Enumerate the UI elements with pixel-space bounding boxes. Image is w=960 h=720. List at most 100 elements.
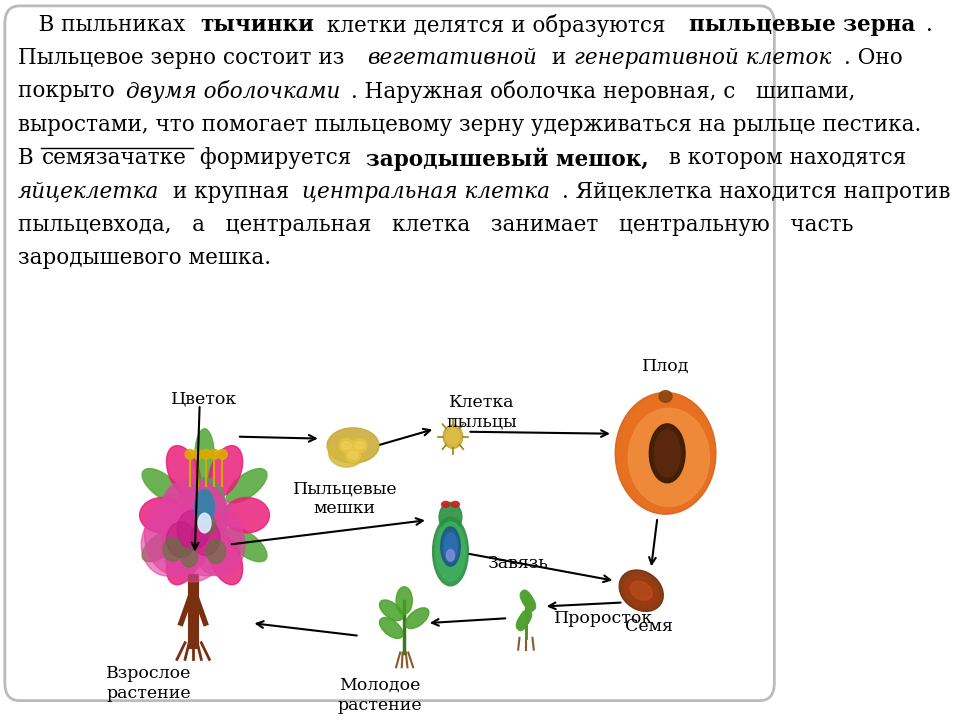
Ellipse shape (517, 609, 531, 631)
Ellipse shape (439, 503, 462, 532)
Circle shape (628, 408, 709, 506)
Ellipse shape (379, 600, 403, 621)
Text: и крупная: и крупная (166, 181, 296, 202)
Ellipse shape (185, 449, 195, 459)
Circle shape (159, 479, 228, 562)
Text: Проросток: Проросток (554, 610, 654, 626)
Text: Пыльцевые
мешки: Пыльцевые мешки (293, 481, 397, 518)
Circle shape (160, 481, 209, 540)
Ellipse shape (142, 528, 182, 562)
Ellipse shape (631, 581, 652, 600)
Circle shape (166, 522, 196, 557)
Ellipse shape (379, 618, 403, 639)
Ellipse shape (181, 478, 228, 552)
Text: центральная клетка: центральная клетка (302, 181, 550, 202)
Text: зародышевый мешок,: зародышевый мешок, (366, 147, 649, 171)
Circle shape (141, 513, 193, 576)
Ellipse shape (446, 549, 454, 562)
Text: Завязь: Завязь (487, 554, 548, 572)
Ellipse shape (209, 449, 219, 459)
Ellipse shape (442, 501, 449, 508)
Circle shape (163, 538, 182, 562)
Circle shape (446, 429, 460, 444)
Text: Пыльцевое зерно состоит из: Пыльцевое зерно состоит из (18, 47, 351, 69)
Text: В пыльниках: В пыльниках (18, 14, 192, 36)
Ellipse shape (218, 449, 228, 459)
Ellipse shape (227, 528, 267, 562)
Text: покрыто: покрыто (18, 81, 122, 102)
Circle shape (206, 540, 226, 563)
Ellipse shape (619, 570, 663, 611)
Text: генеративной клеток: генеративной клеток (574, 47, 831, 69)
Ellipse shape (654, 430, 681, 477)
Ellipse shape (516, 611, 532, 629)
FancyBboxPatch shape (5, 6, 775, 701)
Ellipse shape (142, 469, 182, 503)
Ellipse shape (433, 517, 468, 586)
Text: Цветок: Цветок (172, 390, 238, 408)
Ellipse shape (444, 533, 457, 560)
Ellipse shape (328, 440, 365, 467)
Circle shape (162, 508, 224, 582)
Ellipse shape (198, 513, 211, 533)
Ellipse shape (327, 428, 379, 463)
Text: .: . (925, 14, 932, 36)
Circle shape (193, 513, 245, 576)
Circle shape (191, 520, 220, 555)
Ellipse shape (348, 451, 358, 459)
Circle shape (177, 481, 226, 540)
Text: пыльцевые зерна: пыльцевые зерна (688, 14, 915, 36)
Ellipse shape (195, 429, 214, 484)
Circle shape (618, 397, 712, 510)
Text: . Яйцеклетка находится напротив: . Яйцеклетка находится напротив (562, 181, 950, 202)
Text: . Оно: . Оно (844, 47, 902, 69)
Text: выростами, что помогает пыльцевому зерну удерживаться на рыльце пестика.: выростами, что помогает пыльцевому зерну… (18, 114, 921, 136)
Text: В: В (18, 147, 40, 169)
Ellipse shape (396, 587, 413, 614)
Ellipse shape (166, 446, 201, 496)
Ellipse shape (521, 590, 535, 611)
Text: двумя оболочками: двумя оболочками (127, 81, 341, 104)
Text: Клетка
пыльцы: Клетка пыльцы (446, 394, 516, 431)
Ellipse shape (208, 534, 243, 585)
Ellipse shape (352, 438, 367, 452)
Text: тычинки: тычинки (201, 14, 314, 36)
Ellipse shape (354, 441, 365, 449)
Ellipse shape (342, 441, 351, 449)
Ellipse shape (441, 527, 460, 566)
Ellipse shape (224, 498, 270, 533)
Ellipse shape (208, 446, 243, 496)
Text: Молодое
растение: Молодое растение (338, 677, 422, 714)
Ellipse shape (195, 490, 214, 525)
Circle shape (177, 510, 209, 549)
Ellipse shape (339, 438, 354, 452)
Ellipse shape (624, 575, 659, 606)
Ellipse shape (405, 608, 429, 629)
Ellipse shape (346, 449, 360, 462)
Ellipse shape (227, 469, 267, 503)
Ellipse shape (139, 498, 185, 533)
Circle shape (181, 547, 197, 567)
Text: . Наружная оболочка неровная, с   шипами,: . Наружная оболочка неровная, с шипами, (351, 81, 855, 104)
Ellipse shape (520, 591, 536, 610)
Text: и: и (544, 47, 573, 69)
Ellipse shape (166, 534, 201, 585)
Text: семязачатке: семязачатке (41, 147, 186, 169)
Text: в котором находятся: в котором находятся (662, 147, 906, 169)
Text: Семя: Семя (625, 618, 673, 635)
Text: яйцеклетка: яйцеклетка (18, 181, 159, 202)
Ellipse shape (202, 449, 211, 459)
Ellipse shape (649, 424, 685, 483)
Circle shape (144, 494, 213, 576)
Ellipse shape (436, 522, 465, 581)
Text: Взрослое
растение: Взрослое растение (106, 665, 191, 702)
Ellipse shape (451, 501, 460, 508)
Circle shape (174, 494, 242, 576)
Text: вегетативной: вегетативной (367, 47, 537, 69)
Circle shape (615, 392, 716, 514)
Ellipse shape (193, 449, 203, 459)
Text: клетки делятся и образуются: клетки делятся и образуются (320, 14, 672, 37)
Ellipse shape (660, 390, 672, 402)
Text: зародышевого мешка.: зародышевого мешка. (18, 247, 271, 269)
Circle shape (203, 517, 216, 533)
